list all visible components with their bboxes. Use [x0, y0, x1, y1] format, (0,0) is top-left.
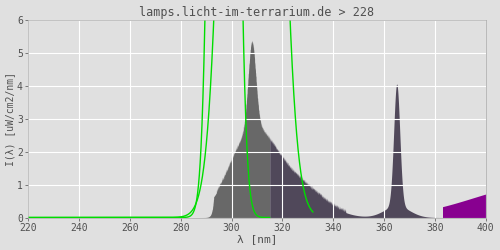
X-axis label: λ [nm]: λ [nm] [237, 234, 278, 244]
Title: lamps.licht-im-terrarium.de > 228: lamps.licht-im-terrarium.de > 228 [140, 6, 374, 18]
Y-axis label: I(λ) [uW/cm2/nm]: I(λ) [uW/cm2/nm] [6, 72, 16, 166]
